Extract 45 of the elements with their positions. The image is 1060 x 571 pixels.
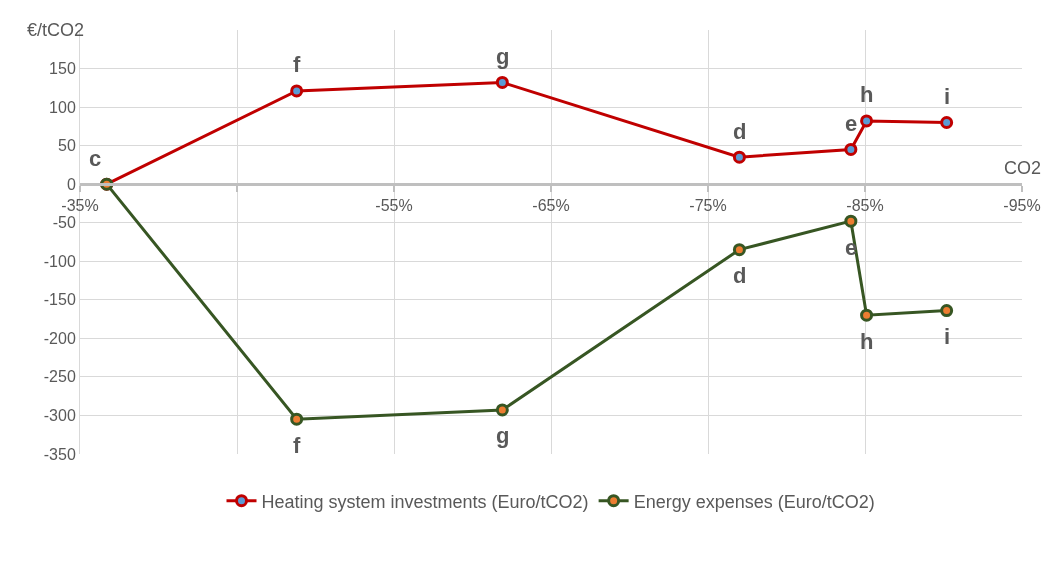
y-tick-label: -350	[43, 445, 76, 463]
point	[495, 403, 509, 417]
x-axis-title: CO2	[1004, 158, 1042, 178]
annotation: i	[944, 324, 951, 349]
x-tick-label: -65%	[532, 197, 570, 215]
x-tick-label: -55%	[375, 197, 413, 215]
y-tick-label: -200	[43, 329, 76, 347]
annotation: h	[860, 82, 874, 107]
y-tick-label: -50	[52, 214, 76, 232]
x-tick-label: -85%	[846, 197, 884, 215]
point	[290, 412, 304, 426]
y-tick-label: 150	[49, 60, 76, 78]
x-tick-label: -95%	[1003, 197, 1041, 215]
y-tick-label: 0	[66, 175, 76, 193]
y-tick-label: -300	[43, 406, 76, 424]
y-tick-label: 100	[49, 98, 76, 116]
point	[940, 115, 954, 129]
annotation: c	[89, 146, 102, 171]
annotation: f	[293, 52, 301, 77]
x-tick-label: -75%	[689, 197, 727, 215]
annotation: f	[293, 433, 301, 458]
point	[940, 304, 954, 318]
y-tick-label: -150	[43, 291, 76, 309]
point	[732, 150, 746, 164]
y-tick-label: 50	[58, 137, 76, 155]
annotation: g	[496, 423, 510, 448]
x-tick-label: -35%	[61, 197, 99, 215]
point	[860, 114, 874, 128]
y-tick-label: -100	[43, 252, 76, 270]
y-axis-title: €/tCO2	[27, 20, 85, 40]
annotation: g	[496, 44, 510, 69]
annotation: d	[733, 263, 747, 288]
annotation: i	[944, 84, 951, 109]
legend-label: Energy expenses (Euro/tCO2)	[633, 491, 875, 512]
point	[495, 75, 509, 89]
point	[844, 214, 858, 228]
legend-label: Heating system investments (Euro/tCO2)	[261, 491, 589, 512]
point	[844, 142, 858, 156]
annotation: e	[845, 111, 858, 136]
y-tick-label: -250	[43, 368, 76, 386]
point	[732, 243, 746, 257]
annotation: h	[860, 329, 874, 354]
point	[290, 84, 304, 98]
annotation: d	[733, 119, 747, 144]
point	[860, 308, 874, 322]
